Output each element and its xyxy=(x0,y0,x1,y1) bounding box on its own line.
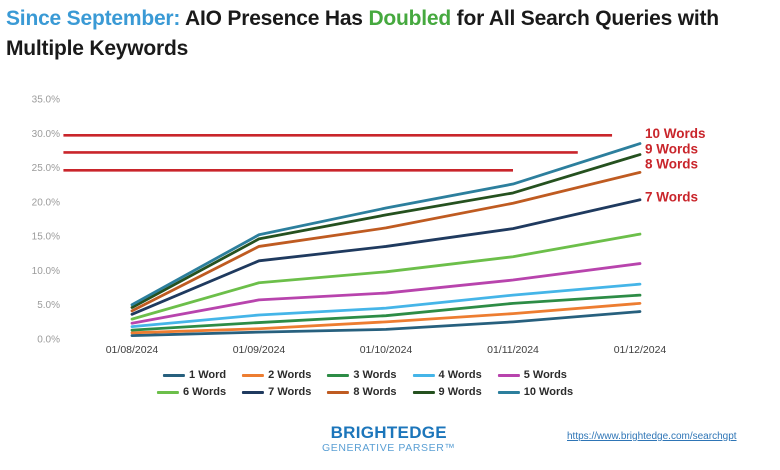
logo-tagline: GENERATIVE PARSER™ xyxy=(322,442,456,454)
legend-label: 6 Words xyxy=(182,386,227,398)
annotation-label: 10 Words xyxy=(645,126,706,141)
series-line-4-words xyxy=(130,282,642,329)
legend-item-1-word: 1 Word xyxy=(163,369,226,381)
annotation-label: 7 Words xyxy=(645,190,698,205)
legend-swatch xyxy=(497,390,520,394)
legend-swatch xyxy=(412,390,435,394)
legend-label: 3 Words xyxy=(353,369,397,381)
chart-legend: 1 Word 2 Words 3 Words 4 Words 5 Words 6 Word… xyxy=(156,369,574,398)
series-line-1-word xyxy=(130,310,642,337)
x-axis-tick: 01/12/2024 xyxy=(614,344,667,356)
legend-row: 6 Words 7 Words 8 Words 9 Words 10 Words xyxy=(156,386,574,398)
legend-swatch xyxy=(327,390,350,394)
legend-swatch xyxy=(412,373,435,377)
legend-item-10-words: 10 Words xyxy=(497,386,574,398)
legend-label: 1 Word xyxy=(189,369,227,381)
legend-label: 10 Words xyxy=(523,386,574,398)
legend-swatch xyxy=(242,390,265,394)
legend-row: 1 Word 2 Words 3 Words 4 Words 5 Words xyxy=(163,369,567,381)
title-segment-black-1: AIO Presence Has xyxy=(180,7,369,30)
legend-item-8-words: 8 Words xyxy=(327,386,397,398)
title-segment-green: Doubled xyxy=(368,7,452,30)
annotation-label: 8 Words xyxy=(645,157,698,172)
series-line-3-words xyxy=(130,293,642,332)
series-line-10-words xyxy=(130,142,642,307)
legend-item-6-words: 6 Words xyxy=(156,386,227,398)
legend-label: 8 Words xyxy=(353,386,397,398)
page-title: Since September: AIO Presence Has Double… xyxy=(6,4,768,64)
series-line-9-words xyxy=(130,153,642,309)
legend-swatch xyxy=(156,390,179,394)
series-line-2-words xyxy=(130,301,642,335)
legend-swatch xyxy=(163,373,186,377)
series-line-6-words xyxy=(130,232,642,321)
y-axis-tick: 20.0% xyxy=(32,197,60,208)
y-axis-tick: 15.0% xyxy=(32,232,60,243)
y-axis-tick: 5.0% xyxy=(37,300,60,311)
legend-item-7-words: 7 Words xyxy=(242,386,311,398)
legend-item-4-words: 4 Words xyxy=(412,369,482,381)
y-axis-tick: 0.0% xyxy=(37,335,60,346)
y-axis-tick: 10.0% xyxy=(32,266,60,277)
legend-label: 2 Words xyxy=(268,369,312,381)
legend-item-2-words: 2 Words xyxy=(242,369,311,381)
brightedge-logo: BRIGHTEDGE GENERATIVE PARSER™ xyxy=(322,424,456,455)
series-line-8-words xyxy=(130,170,642,313)
legend-swatch xyxy=(497,373,520,377)
series-line-5-words xyxy=(130,262,642,325)
y-axis-tick: 35.0% xyxy=(32,95,60,106)
legend-item-3-words: 3 Words xyxy=(327,369,397,381)
legend-swatch xyxy=(327,373,350,377)
x-axis-tick: 01/09/2024 xyxy=(233,344,286,356)
legend-item-9-words: 9 Words xyxy=(412,386,482,398)
legend-label: 5 Words xyxy=(523,369,567,381)
legend-item-5-words: 5 Words xyxy=(497,369,567,381)
title-segment-blue: Since September: xyxy=(6,7,181,30)
legend-label: 7 Words xyxy=(268,386,312,398)
source-link[interactable]: https://www.brightedge.com/searchgpt xyxy=(567,431,737,442)
x-axis-tick: 01/10/2024 xyxy=(360,344,413,356)
line-chart: 0.0% 5.0% 10.0% 15.0% 20.0% 25.0% 30.0% 35.0% 01… xyxy=(32,95,706,357)
logo-wordmark: BRIGHTEDGE xyxy=(330,423,447,442)
legend-label: 9 Words xyxy=(438,386,482,398)
x-axis-tick: 01/08/2024 xyxy=(106,344,159,356)
annotation-label: 9 Words xyxy=(645,142,698,157)
series-line-7-words xyxy=(130,198,642,316)
legend-swatch xyxy=(242,373,265,377)
y-axis-tick: 25.0% xyxy=(32,163,60,174)
y-axis-tick: 30.0% xyxy=(32,129,60,140)
x-axis-tick: 01/11/2024 xyxy=(487,344,539,356)
legend-label: 4 Words xyxy=(438,369,482,381)
title-segment-black-2: for All Search Queries with Multiple Key… xyxy=(6,7,719,60)
